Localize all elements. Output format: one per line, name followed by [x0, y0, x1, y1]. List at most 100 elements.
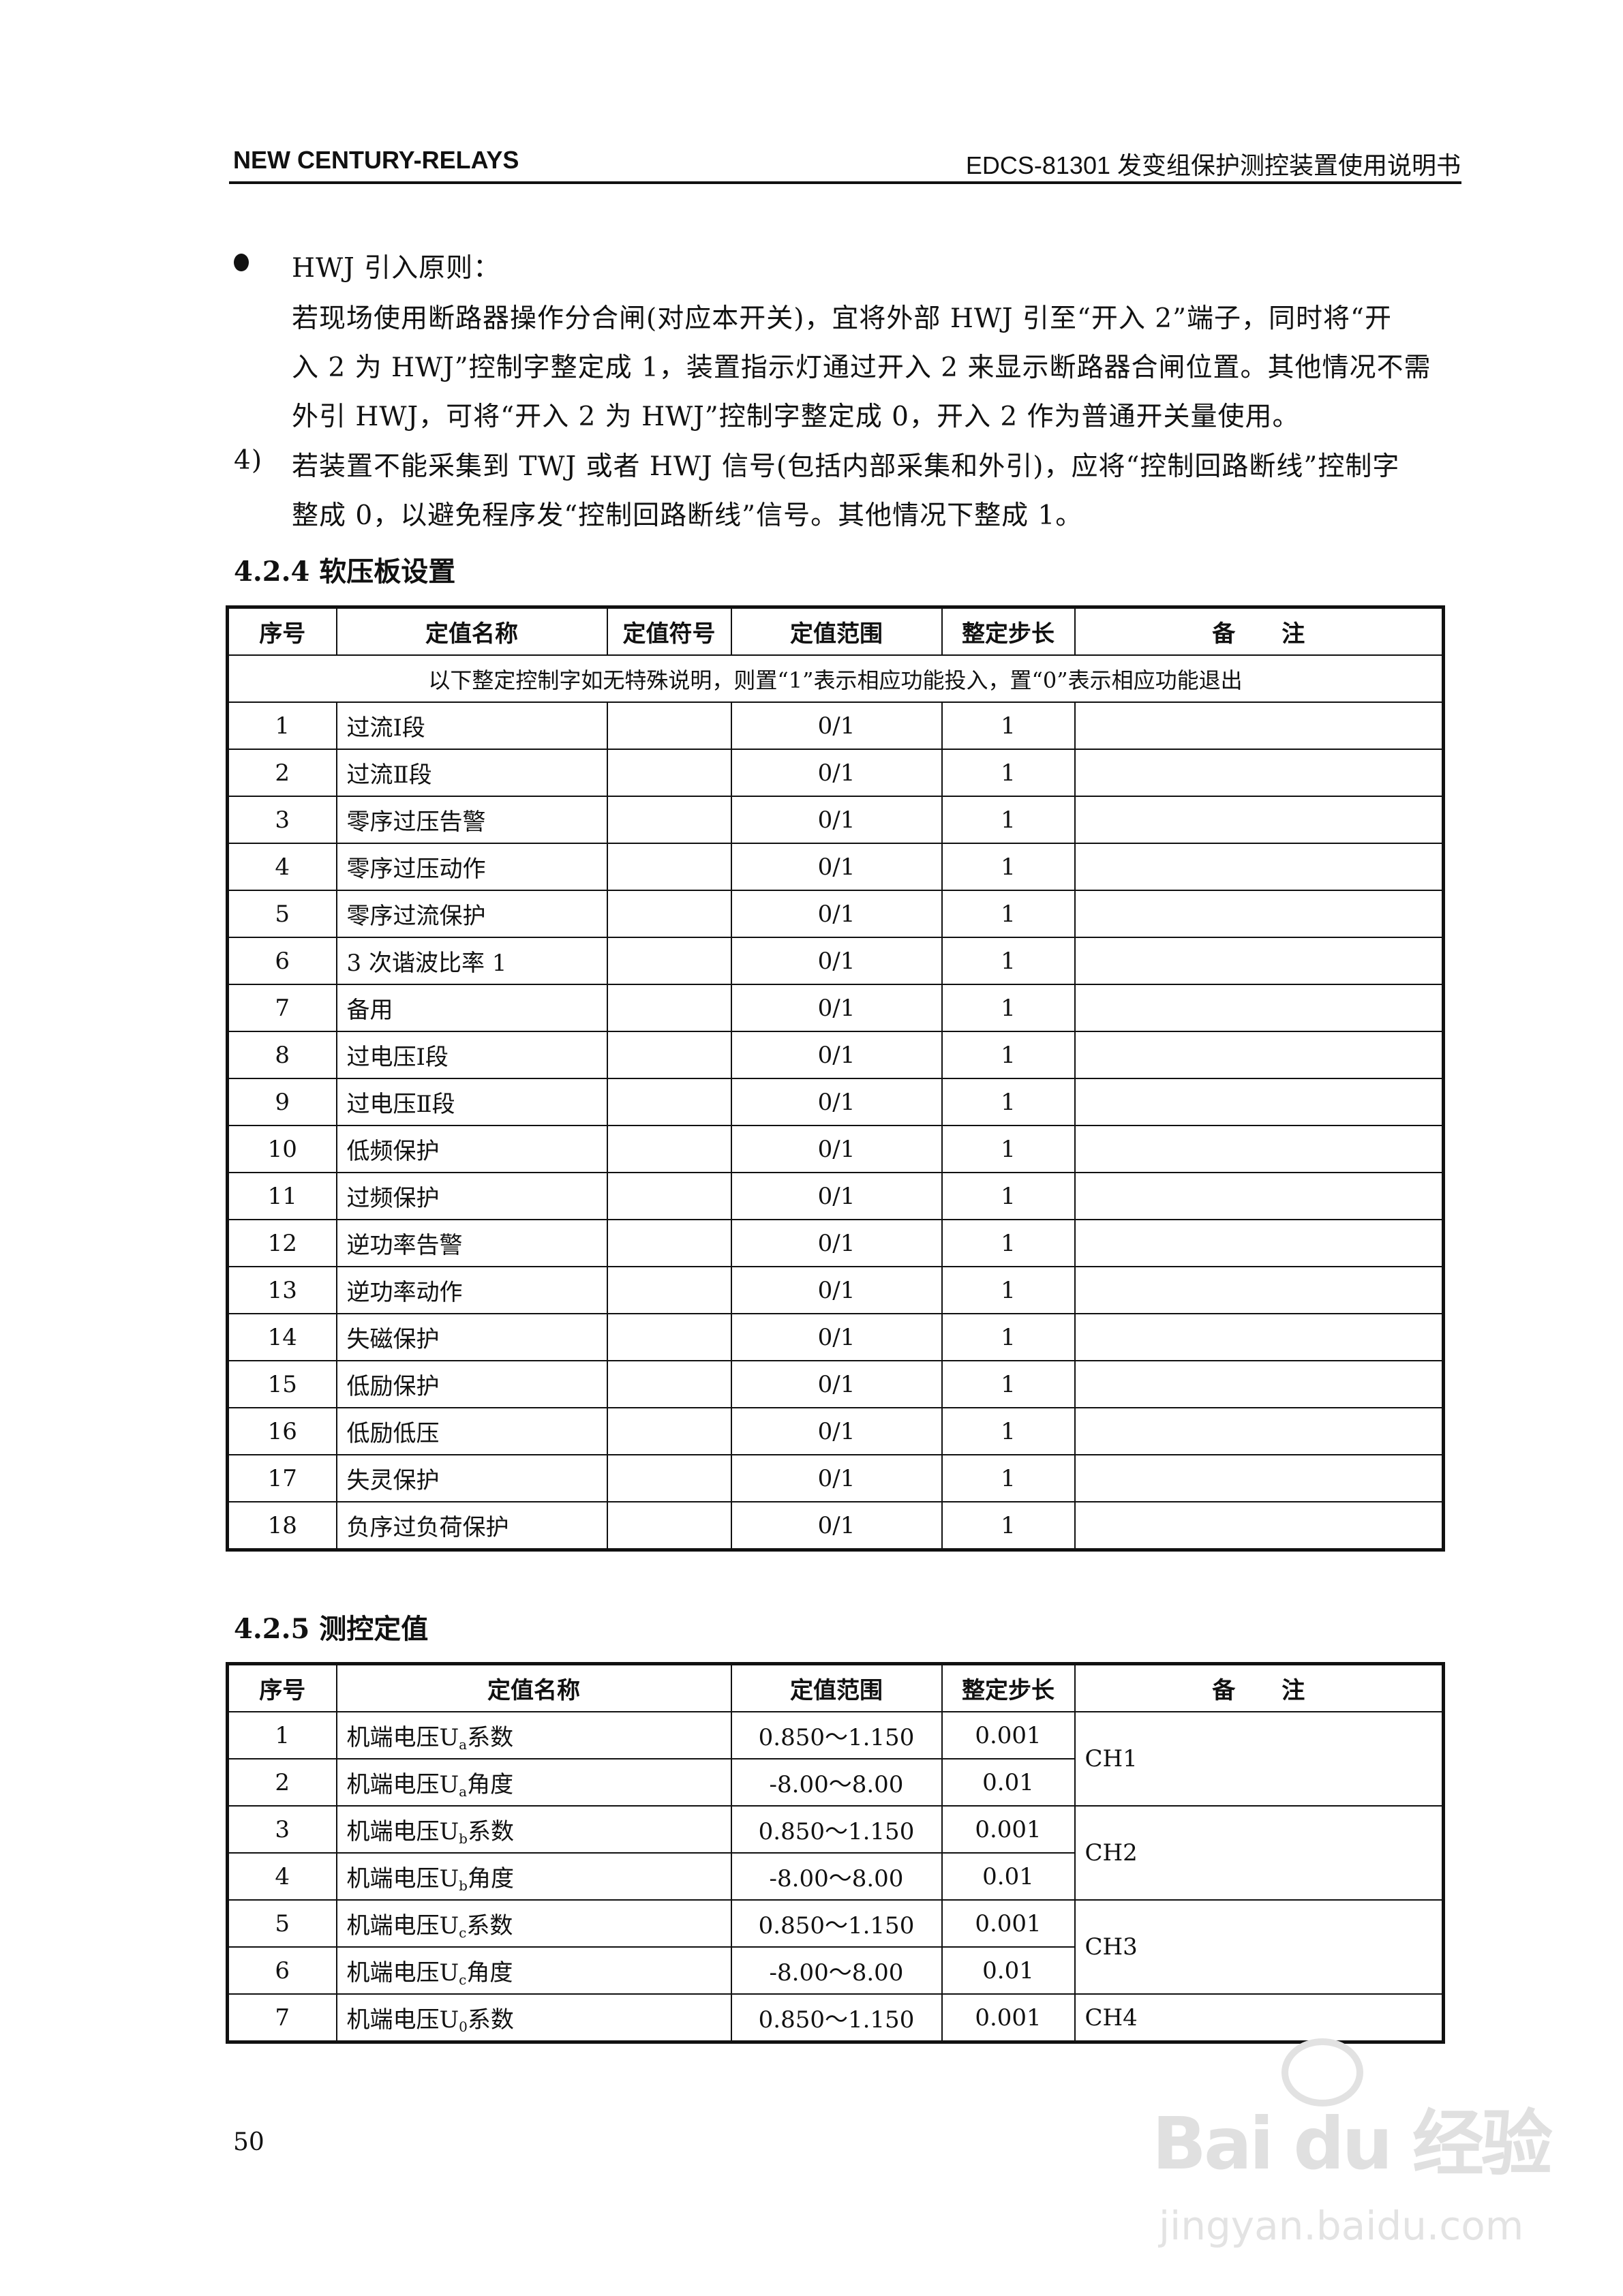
setting-symbol [606, 1266, 732, 1314]
paragraph-line: 若装置不能采集到 TWJ 或者 HWJ 信号(包括内部采集和外引)，应将“控制回… [292, 451, 1400, 482]
table-row: 10 低频保护 0/1 1 [226, 1125, 1444, 1173]
setting-name: 机端电压Uc系数 [335, 1899, 732, 1948]
paragraph-line: 入 2 为 HWJ”控制字整定成 1，装置指示灯通过开入 2 来显示断路器合闸位… [292, 352, 1431, 383]
setting-symbol [606, 1219, 732, 1267]
remark [1074, 890, 1444, 938]
setting-symbol [606, 1172, 732, 1220]
remark [1074, 1125, 1444, 1173]
setting-step: 1 [941, 1031, 1076, 1079]
remark [1074, 1313, 1444, 1361]
table-row: 2 过流Ⅱ段 0/1 1 [226, 749, 1444, 797]
bullet-icon [234, 254, 249, 271]
column-header: 定值符号 [606, 606, 732, 656]
table-row: 3 机端电压Ub系数 0.850～1.150 0.001 CH2 [226, 1805, 1444, 1901]
setting-name: 机端电压Ub角度 [335, 1852, 732, 1901]
remark [1074, 984, 1444, 1032]
table-row: 1 机端电压Ua系数 0.850～1.150 0.001 CH1 [226, 1711, 1444, 1807]
setting-name: 机端电压Uc角度 [335, 1946, 732, 1995]
setting-name: 机端电压Ua角度 [335, 1758, 732, 1807]
setting-step: 1 [941, 1125, 1076, 1173]
control-word-note: 以下整定控制字如无特殊说明，则置“1”表示相应功能投入，置“0”表示相应功能退出 [226, 654, 1444, 703]
row-number: 3 [226, 1805, 337, 1854]
setting-range: 0/1 [730, 937, 943, 985]
row-number: 9 [226, 1078, 337, 1126]
remark [1074, 1266, 1444, 1314]
remark [1074, 796, 1444, 844]
channel-remark: CH4 [1074, 1993, 1444, 2043]
column-header: 备 注 [1074, 606, 1444, 656]
setting-symbol [606, 890, 732, 938]
table-row: 5 零序过流保护 0/1 1 [226, 890, 1444, 938]
setting-range: 0/1 [730, 1407, 943, 1455]
setting-range: 0/1 [730, 1266, 943, 1314]
remark [1074, 1031, 1444, 1079]
table-row: 17 失灵保护 0/1 1 [226, 1454, 1444, 1502]
setting-symbol [606, 1454, 732, 1502]
setting-symbol [606, 1313, 732, 1361]
row-number: 1 [226, 1711, 337, 1759]
setting-step: 1 [941, 890, 1076, 938]
setting-symbol [606, 796, 732, 844]
setting-range: 0/1 [730, 1125, 943, 1173]
table-row: 4 零序过压动作 0/1 1 [226, 843, 1444, 891]
setting-symbol [606, 1078, 732, 1126]
setting-step: 1 [941, 796, 1076, 844]
setting-symbol [606, 1407, 732, 1455]
table-row: 18 负序过负荷保护 0/1 1 [226, 1501, 1444, 1551]
row-number: 4 [226, 1852, 337, 1901]
column-header: 序号 [226, 1663, 337, 1712]
column-header: 定值范围 [730, 606, 943, 656]
setting-step: 0.001 [941, 1711, 1076, 1759]
setting-name: 过电压Ⅰ段 [335, 1031, 608, 1079]
setting-range: -8.00～8.00 [730, 1852, 943, 1901]
setting-step: 1 [941, 1360, 1076, 1408]
baidu-watermark: Bai du 经验 jingyan.baidu.com [1152, 2038, 1616, 2291]
page-number: 50 [233, 2128, 264, 2156]
header-doc-title: EDCS-81301 发变组保护测控装置使用说明书 [965, 151, 1461, 179]
setting-name: 过频保护 [335, 1172, 608, 1220]
setting-step: 1 [941, 937, 1076, 985]
watermark-logo: Bai du 经验 [1152, 2102, 1553, 2186]
setting-name: 负序过负荷保护 [335, 1501, 608, 1551]
setting-symbol [606, 1360, 732, 1408]
measure-settings-table: 序号 定值名称 定值范围 整定步长备 注 1 机端电压Ua系数 0.850～1.150 0.… [226, 1662, 1445, 2044]
remark [1074, 1360, 1444, 1408]
column-header: 定值名称 [335, 606, 608, 656]
setting-range: 0/1 [730, 890, 943, 938]
setting-range: 0/1 [730, 984, 943, 1032]
setting-name: 低励低压 [335, 1407, 608, 1455]
setting-range: 0/1 [730, 1031, 943, 1079]
table-row: 12 逆功率告警 0/1 1 [226, 1219, 1444, 1267]
setting-range: 0.850～1.150 [730, 1899, 943, 1948]
paw-icon [1281, 2038, 1363, 2106]
setting-step: 1 [941, 984, 1076, 1032]
setting-step: 0.001 [941, 1993, 1076, 2043]
remark [1074, 1078, 1444, 1126]
channel-remark: CH1 [1074, 1711, 1444, 1807]
remark [1074, 1407, 1444, 1455]
setting-step: 1 [941, 1219, 1076, 1267]
header-divider [229, 181, 1461, 184]
section-heading-measure: 4.2.5 测控定值 [234, 1613, 429, 1645]
row-number: 5 [226, 890, 337, 938]
row-number: 13 [226, 1266, 337, 1314]
setting-name: 逆功率告警 [335, 1219, 608, 1267]
channel-remark: CH3 [1074, 1899, 1444, 1995]
setting-name: 零序过压动作 [335, 843, 608, 891]
setting-name: 零序过压告警 [335, 796, 608, 844]
setting-name: 过电压Ⅱ段 [335, 1078, 608, 1126]
note-row: 以下整定控制字如无特殊说明，则置“1”表示相应功能投入，置“0”表示相应功能退出 [226, 654, 1444, 703]
table-row: 13 逆功率动作 0/1 1 [226, 1266, 1444, 1314]
setting-range: 0/1 [730, 843, 943, 891]
section-heading-soft-plate: 4.2.4 软压板设置 [234, 556, 456, 588]
setting-range: 0/1 [730, 1219, 943, 1267]
setting-symbol [606, 1125, 732, 1173]
setting-range: 0/1 [730, 1454, 943, 1502]
table-row: 6 机端电压Uc角度 -8.00～8.00 0.01 [226, 1946, 1444, 1995]
setting-range: 0/1 [730, 1360, 943, 1408]
setting-symbol [606, 1031, 732, 1079]
setting-step: 1 [941, 843, 1076, 891]
column-header: 备 注 [1074, 1663, 1444, 1712]
setting-name: 逆功率动作 [335, 1266, 608, 1314]
